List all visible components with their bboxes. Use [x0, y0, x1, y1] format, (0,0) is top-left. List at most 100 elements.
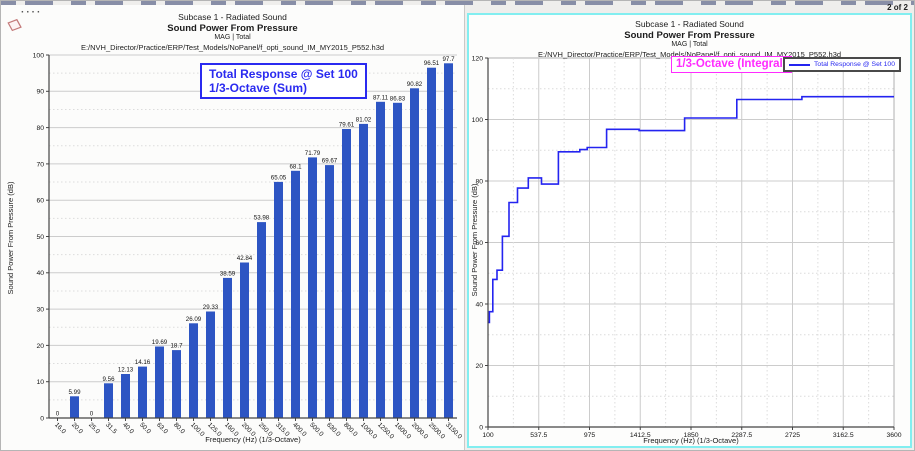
svg-text:14.16: 14.16 — [135, 359, 151, 366]
axes — [48, 55, 457, 419]
chart-subcase-title: Subcase 1 - Radiated Sound — [635, 19, 744, 29]
svg-text:86.83: 86.83 — [390, 95, 406, 102]
svg-text:20: 20 — [475, 363, 483, 370]
svg-text:2287.5: 2287.5 — [731, 432, 752, 439]
svg-text:50: 50 — [36, 234, 44, 241]
cropped-titlebar — [1, 1, 914, 5]
svg-text:60: 60 — [475, 240, 483, 247]
annotation-line-1: Total Response @ Set 100 — [209, 67, 358, 81]
annotation-line-2: 1/3-Octave (Sum) — [209, 81, 308, 95]
legend-box[interactable]: Total Response @ Set 100 — [783, 57, 901, 72]
svg-text:25.0: 25.0 — [87, 421, 101, 435]
svg-text:26.09: 26.09 — [186, 316, 202, 323]
session-note-icon[interactable] — [6, 18, 24, 38]
svg-text:537.5: 537.5 — [530, 432, 547, 439]
svg-text:975: 975 — [584, 432, 596, 439]
svg-text:80.0: 80.0 — [172, 421, 186, 435]
svg-text:81.02: 81.02 — [356, 116, 372, 123]
bars — [70, 63, 453, 419]
svg-text:120: 120 — [472, 55, 484, 62]
plot-window-integral[interactable]: 0 20 40 60 80 100 120 100 537.5 975 1412.5 1850 2287… — [467, 13, 912, 448]
y-axis-title: Sound Power From Pressure (dB) — [470, 183, 479, 297]
chart-filepath: E:/NVH_Director/Practice/ERP/Test_Models… — [80, 42, 385, 52]
svg-text:30: 30 — [36, 307, 44, 314]
x-axis-title: Frequency (Hz) (1/3-Octave) — [205, 435, 301, 444]
svg-text:68.1: 68.1 — [289, 163, 302, 170]
svg-text:5.99: 5.99 — [68, 389, 81, 396]
svg-text:80: 80 — [36, 125, 44, 132]
svg-text:1850: 1850 — [683, 432, 698, 439]
y-tick-labels: 0 20 40 60 80 100 120 — [472, 55, 488, 431]
chart-main-title: Sound Power From Pressure — [167, 23, 298, 34]
annotation-line-1: 1/3-Octave (Integral) — [676, 58, 787, 70]
y-tick-labels: 0 10 20 30 40 50 60 70 80 90 100 — [33, 52, 49, 422]
svg-text:71.79: 71.79 — [305, 150, 321, 157]
chart-header: Subcase 1 - Radiated Sound Sound Power F… — [469, 19, 910, 59]
svg-text:65.05: 65.05 — [271, 174, 287, 181]
annotation-sum-box[interactable]: Total Response @ Set 100 1/3-Octave (Sum… — [200, 63, 367, 99]
svg-text:19.69: 19.69 — [152, 339, 168, 346]
svg-text:40: 40 — [475, 301, 483, 308]
svg-text:20: 20 — [36, 343, 44, 350]
svg-text:0: 0 — [56, 411, 60, 418]
toolbar-dots-handle[interactable]: ···· — [21, 7, 43, 18]
legend-line-sample — [789, 63, 811, 66]
svg-text:96.51: 96.51 — [424, 60, 440, 67]
svg-text:3600: 3600 — [886, 432, 901, 439]
svg-text:87.11: 87.11 — [373, 94, 389, 101]
svg-text:0: 0 — [90, 411, 94, 418]
x-axis-title: Frequency (Hz) (1/3-Octave) — [643, 436, 739, 445]
svg-text:1412.5: 1412.5 — [630, 432, 651, 439]
axes — [487, 58, 894, 428]
svg-text:9.56: 9.56 — [102, 376, 115, 383]
svg-text:90: 90 — [36, 89, 44, 96]
chart-subcase-title: Subcase 1 - Radiated Sound — [178, 12, 287, 22]
chart-header: Subcase 1 - Radiated Sound Sound Power F… — [1, 12, 464, 52]
svg-text:12.13: 12.13 — [118, 366, 134, 373]
svg-text:10: 10 — [36, 379, 44, 386]
svg-text:53.98: 53.98 — [254, 215, 270, 222]
grid — [49, 54, 457, 401]
svg-text:79.61: 79.61 — [339, 122, 355, 129]
svg-text:20.0: 20.0 — [70, 421, 84, 435]
legend-label: Total Response @ Set 100 — [814, 61, 895, 68]
chart-main-title: Sound Power From Pressure — [624, 30, 755, 41]
svg-text:50.0: 50.0 — [138, 421, 152, 435]
svg-text:69.67: 69.67 — [322, 158, 338, 165]
x-tick-labels: 100 537.5 975 1412.5 1850 2287.5 2725 3162.5 360… — [482, 427, 902, 439]
line-chart-canvas[interactable]: 0 20 40 60 80 100 120 100 537.5 975 1412.5 1850 2287… — [469, 15, 910, 446]
svg-text:40: 40 — [36, 270, 44, 277]
chart-filepath: E:/NVH_Director/Practice/ERP/Test_Models… — [537, 49, 842, 59]
svg-text:90.82: 90.82 — [407, 81, 423, 88]
svg-text:0: 0 — [479, 424, 483, 431]
svg-text:3162.5: 3162.5 — [833, 432, 854, 439]
svg-text:42.84: 42.84 — [237, 255, 253, 262]
svg-text:38.59: 38.59 — [220, 270, 236, 277]
chart-meta: MAG | Total — [214, 34, 251, 41]
svg-text:29.33: 29.33 — [203, 304, 219, 311]
svg-text:100: 100 — [482, 432, 494, 439]
grid — [488, 58, 894, 427]
chart-meta: MAG | Total — [671, 41, 708, 48]
svg-text:63.0: 63.0 — [155, 421, 169, 435]
svg-text:70: 70 — [36, 161, 44, 168]
svg-text:80: 80 — [475, 178, 483, 185]
page-indicator: 2 of 2 — [887, 3, 908, 12]
svg-text:60: 60 — [36, 198, 44, 205]
svg-text:100: 100 — [33, 52, 45, 59]
svg-text:97.7: 97.7 — [442, 56, 455, 63]
svg-text:2725: 2725 — [785, 432, 800, 439]
svg-text:16.0: 16.0 — [53, 421, 67, 435]
y-axis-title: Sound Power From Pressure (dB) — [6, 181, 15, 295]
plot-window-sum[interactable]: 0 10 20 30 40 50 60 70 80 90 100 0 5.99 0 9.56 12.13 14.… — [1, 5, 465, 451]
svg-text:0: 0 — [40, 415, 44, 422]
svg-text:18.7: 18.7 — [170, 343, 183, 350]
annotation-integral-box[interactable]: 1/3-Octave (Integral) — [671, 56, 792, 73]
svg-text:100: 100 — [472, 117, 484, 124]
bar-chart-canvas[interactable]: 0 10 20 30 40 50 60 70 80 90 100 0 5.99 0 9.5612.1314.… — [1, 5, 464, 451]
svg-text:31.5: 31.5 — [104, 421, 118, 435]
step-curve — [488, 95, 894, 324]
svg-text:40.0: 40.0 — [121, 421, 135, 435]
